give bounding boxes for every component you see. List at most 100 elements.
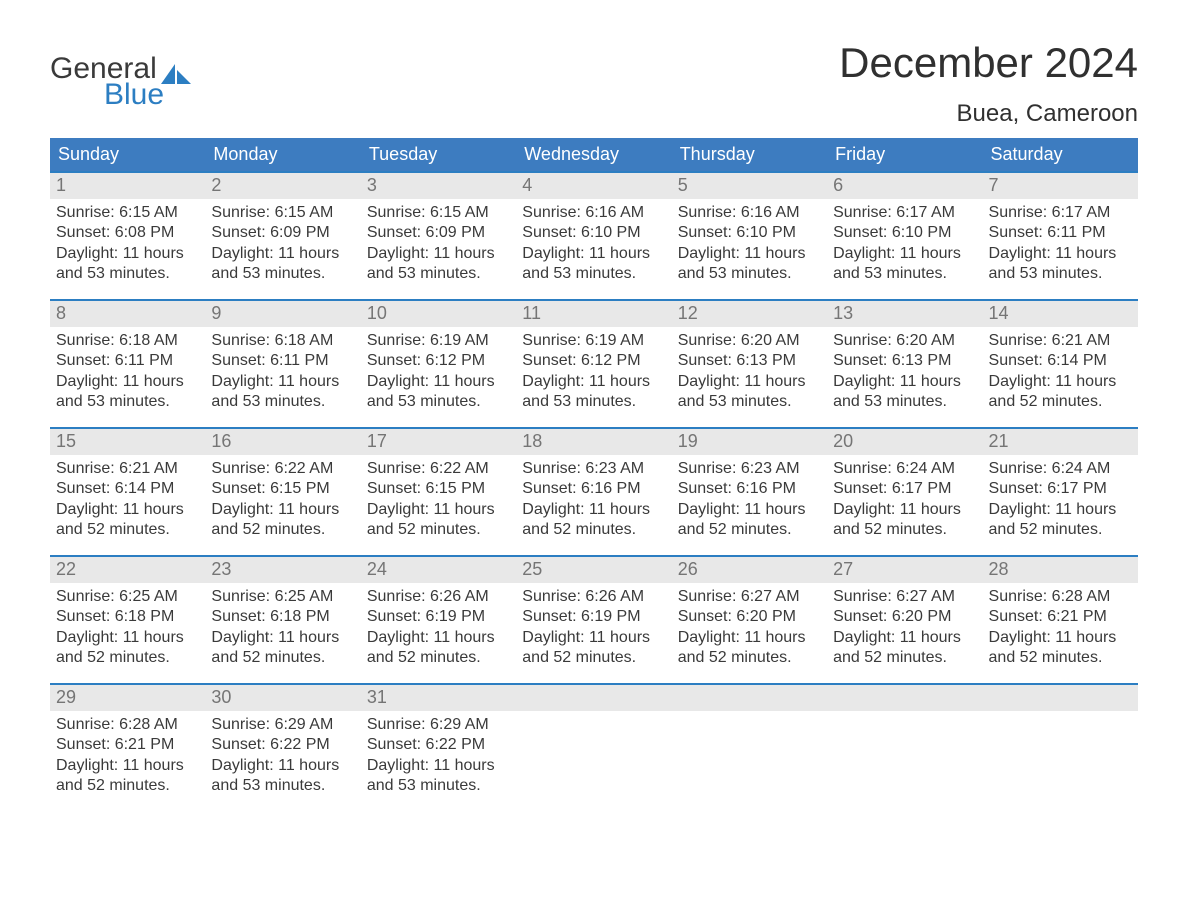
sunset-text: Sunset: 6:13 PM bbox=[678, 351, 821, 371]
sunset-text: Sunset: 6:15 PM bbox=[211, 479, 354, 499]
calendar-day-cell: 21Sunrise: 6:24 AMSunset: 6:17 PMDayligh… bbox=[983, 428, 1138, 556]
daylight-text: Daylight: 11 hours and 53 minutes. bbox=[211, 372, 354, 413]
daylight-text: Daylight: 11 hours and 53 minutes. bbox=[211, 244, 354, 285]
day-content bbox=[516, 711, 671, 719]
daylight-text: Daylight: 11 hours and 52 minutes. bbox=[211, 500, 354, 541]
day-number: 25 bbox=[516, 557, 671, 583]
day-content: Sunrise: 6:18 AMSunset: 6:11 PMDaylight:… bbox=[205, 327, 360, 417]
sunrise-text: Sunrise: 6:19 AM bbox=[522, 331, 665, 351]
daylight-text: Daylight: 11 hours and 52 minutes. bbox=[56, 756, 199, 797]
day-number: 20 bbox=[827, 429, 982, 455]
sunrise-text: Sunrise: 6:15 AM bbox=[211, 203, 354, 223]
sunrise-text: Sunrise: 6:15 AM bbox=[56, 203, 199, 223]
sunrise-text: Sunrise: 6:17 AM bbox=[989, 203, 1132, 223]
sunset-text: Sunset: 6:08 PM bbox=[56, 223, 199, 243]
daylight-text: Daylight: 11 hours and 53 minutes. bbox=[211, 756, 354, 797]
sunset-text: Sunset: 6:10 PM bbox=[678, 223, 821, 243]
sunrise-text: Sunrise: 6:24 AM bbox=[989, 459, 1132, 479]
daylight-text: Daylight: 11 hours and 52 minutes. bbox=[678, 628, 821, 669]
calendar-day-cell: 27Sunrise: 6:27 AMSunset: 6:20 PMDayligh… bbox=[827, 556, 982, 684]
sunrise-text: Sunrise: 6:22 AM bbox=[367, 459, 510, 479]
calendar-week-row: 22Sunrise: 6:25 AMSunset: 6:18 PMDayligh… bbox=[50, 556, 1138, 684]
sunset-text: Sunset: 6:21 PM bbox=[989, 607, 1132, 627]
brand-part2: Blue bbox=[104, 80, 191, 110]
calendar-day-cell: 19Sunrise: 6:23 AMSunset: 6:16 PMDayligh… bbox=[672, 428, 827, 556]
sunrise-text: Sunrise: 6:16 AM bbox=[522, 203, 665, 223]
day-number: 27 bbox=[827, 557, 982, 583]
day-content: Sunrise: 6:22 AMSunset: 6:15 PMDaylight:… bbox=[205, 455, 360, 545]
daylight-text: Daylight: 11 hours and 52 minutes. bbox=[833, 628, 976, 669]
weekday-header: Saturday bbox=[983, 138, 1138, 172]
daylight-text: Daylight: 11 hours and 52 minutes. bbox=[522, 628, 665, 669]
weekday-header: Tuesday bbox=[361, 138, 516, 172]
calendar-day-cell: 3Sunrise: 6:15 AMSunset: 6:09 PMDaylight… bbox=[361, 172, 516, 300]
daylight-text: Daylight: 11 hours and 52 minutes. bbox=[989, 500, 1132, 541]
calendar-page: General Blue December 2024 Buea, Cameroo… bbox=[0, 0, 1188, 832]
daylight-text: Daylight: 11 hours and 53 minutes. bbox=[56, 372, 199, 413]
weekday-header: Wednesday bbox=[516, 138, 671, 172]
sunrise-text: Sunrise: 6:17 AM bbox=[833, 203, 976, 223]
daylight-text: Daylight: 11 hours and 53 minutes. bbox=[833, 244, 976, 285]
sunrise-text: Sunrise: 6:29 AM bbox=[367, 715, 510, 735]
daylight-text: Daylight: 11 hours and 52 minutes. bbox=[678, 500, 821, 541]
day-number: 17 bbox=[361, 429, 516, 455]
day-number: 18 bbox=[516, 429, 671, 455]
day-number: 8 bbox=[50, 301, 205, 327]
calendar-day-cell: 1Sunrise: 6:15 AMSunset: 6:08 PMDaylight… bbox=[50, 172, 205, 300]
sunrise-text: Sunrise: 6:18 AM bbox=[211, 331, 354, 351]
calendar-day-cell: 25Sunrise: 6:26 AMSunset: 6:19 PMDayligh… bbox=[516, 556, 671, 684]
day-content: Sunrise: 6:17 AMSunset: 6:11 PMDaylight:… bbox=[983, 199, 1138, 289]
day-number: 30 bbox=[205, 685, 360, 711]
daylight-text: Daylight: 11 hours and 53 minutes. bbox=[522, 244, 665, 285]
topbar: General Blue December 2024 Buea, Cameroo… bbox=[50, 40, 1138, 128]
day-content: Sunrise: 6:27 AMSunset: 6:20 PMDaylight:… bbox=[827, 583, 982, 673]
day-number: 3 bbox=[361, 173, 516, 199]
day-number: 4 bbox=[516, 173, 671, 199]
day-number: 15 bbox=[50, 429, 205, 455]
sunrise-text: Sunrise: 6:28 AM bbox=[989, 587, 1132, 607]
calendar-day-cell: 7Sunrise: 6:17 AMSunset: 6:11 PMDaylight… bbox=[983, 172, 1138, 300]
sunset-text: Sunset: 6:18 PM bbox=[211, 607, 354, 627]
sunrise-text: Sunrise: 6:19 AM bbox=[367, 331, 510, 351]
day-content: Sunrise: 6:18 AMSunset: 6:11 PMDaylight:… bbox=[50, 327, 205, 417]
sunset-text: Sunset: 6:09 PM bbox=[211, 223, 354, 243]
daylight-text: Daylight: 11 hours and 53 minutes. bbox=[367, 372, 510, 413]
day-content: Sunrise: 6:15 AMSunset: 6:08 PMDaylight:… bbox=[50, 199, 205, 289]
day-content: Sunrise: 6:23 AMSunset: 6:16 PMDaylight:… bbox=[516, 455, 671, 545]
day-content bbox=[672, 711, 827, 719]
day-number: 11 bbox=[516, 301, 671, 327]
day-content: Sunrise: 6:23 AMSunset: 6:16 PMDaylight:… bbox=[672, 455, 827, 545]
sunrise-text: Sunrise: 6:20 AM bbox=[833, 331, 976, 351]
day-content: Sunrise: 6:28 AMSunset: 6:21 PMDaylight:… bbox=[50, 711, 205, 801]
day-content: Sunrise: 6:19 AMSunset: 6:12 PMDaylight:… bbox=[361, 327, 516, 417]
calendar-day-cell: 13Sunrise: 6:20 AMSunset: 6:13 PMDayligh… bbox=[827, 300, 982, 428]
calendar-day-cell: 4Sunrise: 6:16 AMSunset: 6:10 PMDaylight… bbox=[516, 172, 671, 300]
calendar-day-cell: 29Sunrise: 6:28 AMSunset: 6:21 PMDayligh… bbox=[50, 684, 205, 812]
day-number: 9 bbox=[205, 301, 360, 327]
weekday-header-row: SundayMondayTuesdayWednesdayThursdayFrid… bbox=[50, 138, 1138, 172]
day-content: Sunrise: 6:26 AMSunset: 6:19 PMDaylight:… bbox=[361, 583, 516, 673]
sunrise-text: Sunrise: 6:25 AM bbox=[211, 587, 354, 607]
day-number: 6 bbox=[827, 173, 982, 199]
calendar-day-cell: 22Sunrise: 6:25 AMSunset: 6:18 PMDayligh… bbox=[50, 556, 205, 684]
sunrise-text: Sunrise: 6:26 AM bbox=[367, 587, 510, 607]
sunrise-text: Sunrise: 6:18 AM bbox=[56, 331, 199, 351]
day-content: Sunrise: 6:22 AMSunset: 6:15 PMDaylight:… bbox=[361, 455, 516, 545]
sunrise-text: Sunrise: 6:21 AM bbox=[56, 459, 199, 479]
day-number: 16 bbox=[205, 429, 360, 455]
day-content: Sunrise: 6:21 AMSunset: 6:14 PMDaylight:… bbox=[50, 455, 205, 545]
day-content: Sunrise: 6:17 AMSunset: 6:10 PMDaylight:… bbox=[827, 199, 982, 289]
day-number: 29 bbox=[50, 685, 205, 711]
calendar-day-cell bbox=[516, 684, 671, 812]
calendar-day-cell: 23Sunrise: 6:25 AMSunset: 6:18 PMDayligh… bbox=[205, 556, 360, 684]
daylight-text: Daylight: 11 hours and 52 minutes. bbox=[989, 628, 1132, 669]
day-number: 21 bbox=[983, 429, 1138, 455]
daylight-text: Daylight: 11 hours and 53 minutes. bbox=[367, 756, 510, 797]
day-content: Sunrise: 6:24 AMSunset: 6:17 PMDaylight:… bbox=[827, 455, 982, 545]
title-block: December 2024 Buea, Cameroon bbox=[839, 40, 1138, 128]
daylight-text: Daylight: 11 hours and 52 minutes. bbox=[833, 500, 976, 541]
calendar-day-cell: 15Sunrise: 6:21 AMSunset: 6:14 PMDayligh… bbox=[50, 428, 205, 556]
day-content: Sunrise: 6:29 AMSunset: 6:22 PMDaylight:… bbox=[361, 711, 516, 801]
sunset-text: Sunset: 6:09 PM bbox=[367, 223, 510, 243]
calendar-day-cell: 5Sunrise: 6:16 AMSunset: 6:10 PMDaylight… bbox=[672, 172, 827, 300]
